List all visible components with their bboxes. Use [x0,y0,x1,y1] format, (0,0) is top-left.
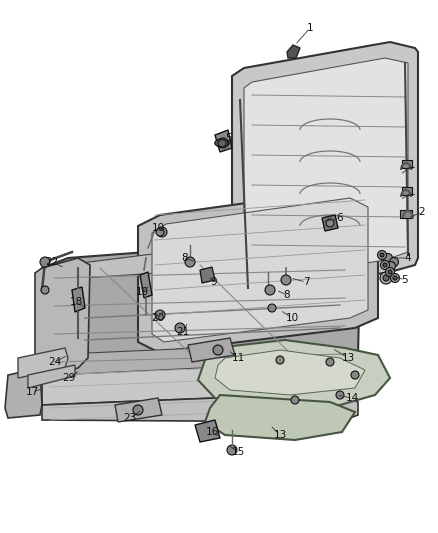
Circle shape [41,286,49,294]
Text: 22: 22 [46,257,59,267]
Circle shape [291,396,299,404]
Text: 8: 8 [182,253,188,263]
Polygon shape [115,398,162,422]
Polygon shape [215,350,365,395]
Polygon shape [35,258,90,378]
Circle shape [227,445,237,455]
Text: 5: 5 [402,275,408,285]
Polygon shape [42,248,360,378]
Circle shape [380,272,392,284]
Polygon shape [138,188,378,352]
Text: 20: 20 [152,313,165,323]
Text: 1: 1 [307,23,313,33]
Polygon shape [18,348,68,378]
Text: 23: 23 [124,413,137,423]
Ellipse shape [215,139,229,147]
Polygon shape [322,215,338,231]
Text: 10: 10 [152,223,165,233]
Text: 13: 13 [273,430,286,440]
Polygon shape [198,340,390,408]
Circle shape [386,262,396,271]
Polygon shape [152,198,368,342]
Text: 17: 17 [25,387,39,397]
Circle shape [156,228,164,236]
Circle shape [276,356,284,364]
Text: 19: 19 [135,287,148,297]
Circle shape [384,254,392,262]
Circle shape [218,139,226,147]
Text: 13: 13 [341,353,355,363]
Circle shape [391,273,399,282]
Circle shape [155,310,165,320]
Circle shape [40,257,50,267]
Text: 1: 1 [409,160,415,170]
Circle shape [326,219,334,227]
Text: 5: 5 [225,133,231,143]
Polygon shape [400,210,412,218]
Text: 4: 4 [405,253,411,263]
Text: 7: 7 [303,277,309,287]
Text: 6: 6 [337,213,343,223]
Circle shape [185,257,195,267]
Text: 11: 11 [231,353,245,363]
Text: 14: 14 [346,393,359,403]
Polygon shape [200,267,215,283]
Circle shape [336,391,344,399]
Circle shape [133,405,143,415]
Circle shape [351,371,359,379]
Polygon shape [5,368,42,418]
Text: 29: 29 [62,373,76,383]
Text: 24: 24 [48,357,62,367]
Polygon shape [402,160,412,168]
Polygon shape [402,187,412,195]
Text: 1: 1 [409,187,415,197]
Polygon shape [287,45,300,58]
Circle shape [281,275,291,285]
Polygon shape [140,272,152,298]
Circle shape [378,251,386,260]
Polygon shape [42,348,358,375]
Circle shape [383,263,387,267]
Polygon shape [72,287,85,312]
Text: 18: 18 [69,297,83,307]
Text: 2: 2 [419,207,425,217]
Polygon shape [215,130,232,152]
Circle shape [393,276,397,280]
Circle shape [175,323,185,333]
Circle shape [326,358,334,366]
Polygon shape [232,42,418,295]
Circle shape [389,257,399,266]
Circle shape [268,304,276,312]
Polygon shape [42,393,358,422]
Circle shape [383,275,389,281]
Circle shape [385,268,395,277]
Text: 10: 10 [286,313,299,323]
Text: 9: 9 [211,277,217,287]
Polygon shape [188,338,235,362]
Circle shape [380,253,384,257]
Circle shape [388,270,392,274]
Polygon shape [28,365,75,388]
Polygon shape [42,248,360,280]
Polygon shape [205,395,355,440]
Polygon shape [195,420,220,442]
Text: 15: 15 [231,447,245,457]
Circle shape [213,345,223,355]
Circle shape [265,285,275,295]
Text: 16: 16 [205,427,219,437]
Polygon shape [42,358,358,405]
Circle shape [381,261,389,270]
Text: 8: 8 [284,290,290,300]
Circle shape [157,227,167,237]
Polygon shape [244,58,408,282]
Text: 21: 21 [177,327,190,337]
Circle shape [218,138,228,148]
